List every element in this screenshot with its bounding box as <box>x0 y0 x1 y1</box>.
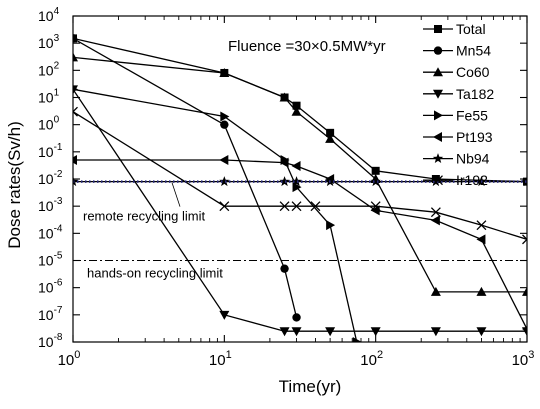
point-nb94-1 <box>219 176 230 187</box>
point-pt193-6 <box>430 215 440 226</box>
series-layer <box>73 34 527 342</box>
point-ir192-3 <box>291 201 302 212</box>
x-tick-label: 101 <box>209 349 232 369</box>
point-nb94-5 <box>370 176 381 187</box>
point-ta182-6 <box>430 327 441 337</box>
y-tick-label: 10-3 <box>38 196 63 214</box>
legend-label-ir192: Ir192 <box>456 172 488 188</box>
hands-on-recycling-limit-label: hands-on recycling limit <box>87 266 223 281</box>
series-line-mn54 <box>73 37 298 318</box>
point-co60-7 <box>476 286 487 296</box>
point-mn54-3 <box>292 313 301 322</box>
point-total-4 <box>326 128 335 137</box>
point-nb94-6 <box>430 176 442 187</box>
point-pt193-2 <box>279 157 289 168</box>
legend-label-nb94: Nb94 <box>456 151 490 167</box>
x-axis-label: Time(yr) <box>279 377 342 396</box>
x-tick-label: 100 <box>58 349 81 369</box>
y-tick-label: 10-2 <box>38 169 63 187</box>
point-fe55-1 <box>220 111 230 122</box>
y-tick-label: 102 <box>38 60 60 78</box>
point-pt193-3 <box>291 161 301 172</box>
legend-marker-co60 <box>433 67 443 77</box>
legend-marker-pt193 <box>433 132 442 142</box>
point-total-5 <box>371 166 380 175</box>
legend-label-ta182: Ta182 <box>456 86 494 102</box>
point-ir192-7 <box>476 220 487 231</box>
axis-ticks-layer <box>72 15 528 343</box>
legend-marker-ir192 <box>433 175 443 186</box>
legend-label-mn54: Mn54 <box>456 43 491 59</box>
point-co60-1 <box>219 67 230 77</box>
y-tick-label: 10-7 <box>38 305 63 323</box>
point-nb94-0 <box>73 176 79 187</box>
point-nb94-3 <box>291 176 302 187</box>
legend: Total Mn54 Co60 Ta182 Fe55 Pt193 Nb94 Ir192 <box>423 21 494 188</box>
point-pt193-8 <box>522 326 527 332</box>
point-ta182-7 <box>476 327 487 337</box>
point-fe55-0 <box>73 86 78 93</box>
point-ta182-5 <box>370 327 381 337</box>
remote-recycling-limit-label: remote recycling limit <box>83 209 205 224</box>
point-ir192-0 <box>73 106 78 117</box>
point-co60-8 <box>522 286 527 296</box>
x-tick-label: 102 <box>360 349 383 369</box>
y-tick-label: 103 <box>38 33 60 51</box>
point-co60-4 <box>325 133 336 143</box>
legend-label-fe55: Fe55 <box>456 107 488 123</box>
point-co60-6 <box>430 286 441 296</box>
legend-marker-ta182 <box>433 89 443 99</box>
legend-label-pt193: Pt193 <box>456 129 493 145</box>
point-ir192-1 <box>219 201 230 212</box>
point-ir192-2 <box>279 201 290 212</box>
point-mn54-2 <box>280 264 289 273</box>
point-ta182-2 <box>279 327 290 337</box>
legend-label-co60: Co60 <box>456 64 490 80</box>
remote-limit-pointer-line <box>171 182 181 207</box>
point-nb94-8 <box>521 176 527 187</box>
point-ir192-6 <box>430 207 441 218</box>
y-tick-label: 10-8 <box>38 332 63 350</box>
fluence-annotation: Fluence =30×0.5MW*yr <box>228 38 386 55</box>
point-mn54-0 <box>73 34 78 43</box>
point-nb94-2 <box>279 176 290 187</box>
y-tick-label: 100 <box>38 115 60 133</box>
y-tick-label: 10-1 <box>38 142 63 160</box>
point-total-3 <box>292 101 301 110</box>
point-pt193-7 <box>476 234 486 245</box>
point-fe55-5 <box>352 337 362 342</box>
y-tick-label: 104 <box>38 6 60 24</box>
point-ta182-1 <box>219 310 230 320</box>
y-axis-label: Dose rates(Sv/h) <box>5 121 24 249</box>
series-line-fe55 <box>73 88 358 342</box>
point-ir192-5 <box>370 201 381 212</box>
legend-marker-nb94 <box>432 153 444 164</box>
point-fe55-4 <box>326 220 336 231</box>
y-tick-label: 10-4 <box>38 223 63 241</box>
point-co60-3 <box>291 106 302 116</box>
y-tick-label: 10-6 <box>38 278 63 296</box>
reference-lines-layer <box>73 180 527 262</box>
legend-marker-mn54 <box>433 46 443 55</box>
y-tick-label: 101 <box>38 88 60 106</box>
point-co60-2 <box>279 92 290 102</box>
x-tick-label: 103 <box>512 349 535 369</box>
point-ta182-4 <box>325 327 336 337</box>
legend-label-total: Total <box>456 21 486 37</box>
legend-marker-total <box>434 25 442 33</box>
point-ta182-3 <box>291 327 302 337</box>
point-pt193-1 <box>219 155 229 166</box>
y-tick-label: 10-5 <box>38 251 63 269</box>
point-pt193-0 <box>73 155 77 166</box>
point-mn54-1 <box>220 120 229 129</box>
point-co60-0 <box>73 52 78 62</box>
point-ir192-4 <box>310 201 321 212</box>
point-ir192-8 <box>522 234 527 245</box>
legend-marker-fe55 <box>434 110 443 121</box>
tick-labels-layer: 100 101 102 103 104 103 102 101 100 10-1 10-2 10-3 1… <box>38 6 534 369</box>
